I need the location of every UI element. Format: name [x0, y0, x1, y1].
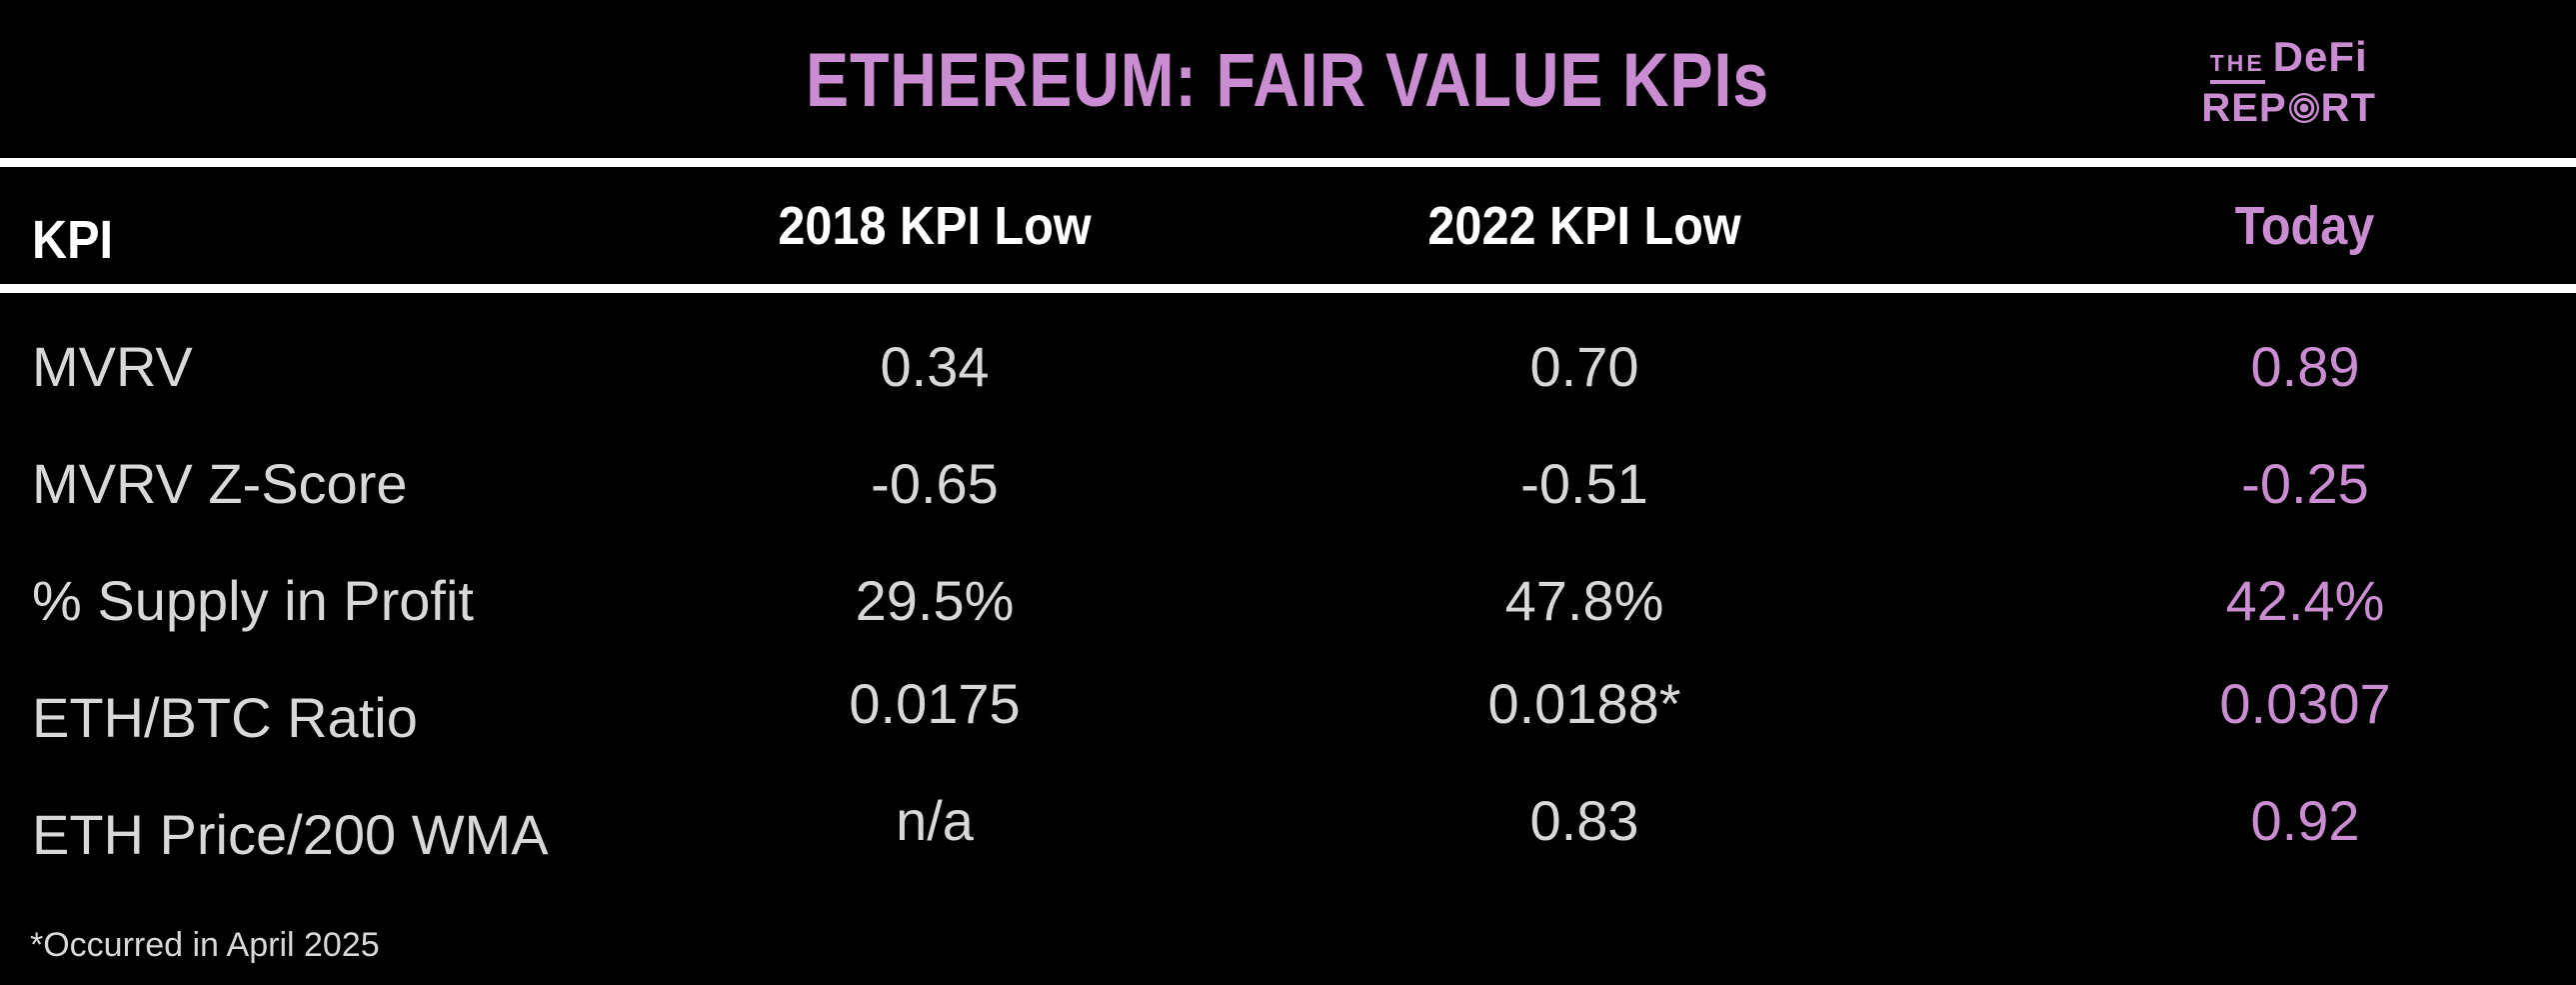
kpi-label: MVRV Z-Score [32, 452, 408, 515]
column-header-2018-low-cell: 2018 KPI Low [640, 195, 1230, 257]
value-2022-low: 0.83 [1529, 789, 1639, 852]
table-row-mvrv: MVRV 0.34 0.70 0.89 [0, 308, 2576, 425]
logo-the-text: THE [2209, 52, 2265, 84]
logo-defi-text: DeFi [2272, 33, 2368, 80]
table-row-supply-in-profit: % Supply in Profit 29.5% 47.8% 42.4% [0, 542, 2576, 659]
logo-report-suffix: RT [2320, 86, 2376, 130]
bullseye-icon [2288, 93, 2319, 123]
kpi-label: ETH/BTC Ratio [32, 686, 418, 749]
column-header-2022-low-cell: 2022 KPI Low [1230, 195, 1939, 257]
logo-line-1: THE DeFi [2201, 36, 2376, 84]
table-body: MVRV 0.34 0.70 0.89 MVRV Z-Score -0.65 -… [0, 308, 2576, 893]
value-2018-low: n/a [896, 789, 974, 852]
value-2022-low: 47.8% [1504, 569, 1664, 632]
table-row-eth-btc-ratio: ETH/BTC Ratio 0.0175 0.0188* 0.0307 [0, 659, 2576, 776]
column-header-kpi: KPI [32, 209, 114, 270]
value-today: 0.89 [2250, 335, 2360, 398]
column-header-today-cell: Today [1939, 195, 2576, 257]
value-2022-low: 0.70 [1529, 335, 1639, 398]
table-header-row: KPI 2018 KPI Low 2022 KPI Low Today [0, 167, 2576, 284]
table-row-eth-price-200-wma: ETH Price/200 WMA n/a 0.83 0.92 [0, 776, 2576, 893]
footnote: *Occurred in April 2025 [30, 926, 380, 964]
kpi-label: % Supply in Profit [32, 569, 474, 632]
table-row-mvrv-z-score: MVRV Z-Score -0.65 -0.51 -0.25 [0, 425, 2576, 542]
column-header-today: Today [2235, 195, 2375, 256]
logo-report-text: REP RT [2201, 88, 2376, 128]
column-header-2022-low: 2022 KPI Low [1427, 195, 1741, 256]
page-title-wrap: ETHEREUM: FAIR VALUE KPIs [721, 37, 1854, 124]
defi-report-logo: THE DeFi REP RT [2201, 36, 2376, 129]
divider-header [0, 284, 2576, 293]
kpi-label: MVRV [32, 335, 193, 398]
value-today: 42.4% [2225, 569, 2385, 632]
value-2018-low: 0.0175 [849, 672, 1021, 735]
kpi-label: ETH Price/200 WMA [32, 803, 549, 866]
value-2022-low: 0.0188* [1487, 672, 1681, 735]
value-today: 0.92 [2250, 789, 2360, 852]
divider-title [0, 158, 2576, 167]
page-title: ETHEREUM: FAIR VALUE KPIs [806, 37, 1770, 123]
value-2018-low: -0.65 [871, 452, 999, 515]
value-today: -0.25 [2241, 452, 2369, 515]
value-2022-low: -0.51 [1520, 452, 1648, 515]
value-2018-low: 29.5% [855, 569, 1015, 632]
column-header-kpi-cell: KPI [0, 209, 640, 271]
column-header-2018-low: 2018 KPI Low [778, 195, 1092, 256]
title-band: ETHEREUM: FAIR VALUE KPIs [0, 0, 2576, 160]
logo-report-prefix: REP [2201, 86, 2287, 130]
value-today: 0.0307 [2219, 672, 2391, 735]
value-2018-low: 0.34 [880, 335, 990, 398]
